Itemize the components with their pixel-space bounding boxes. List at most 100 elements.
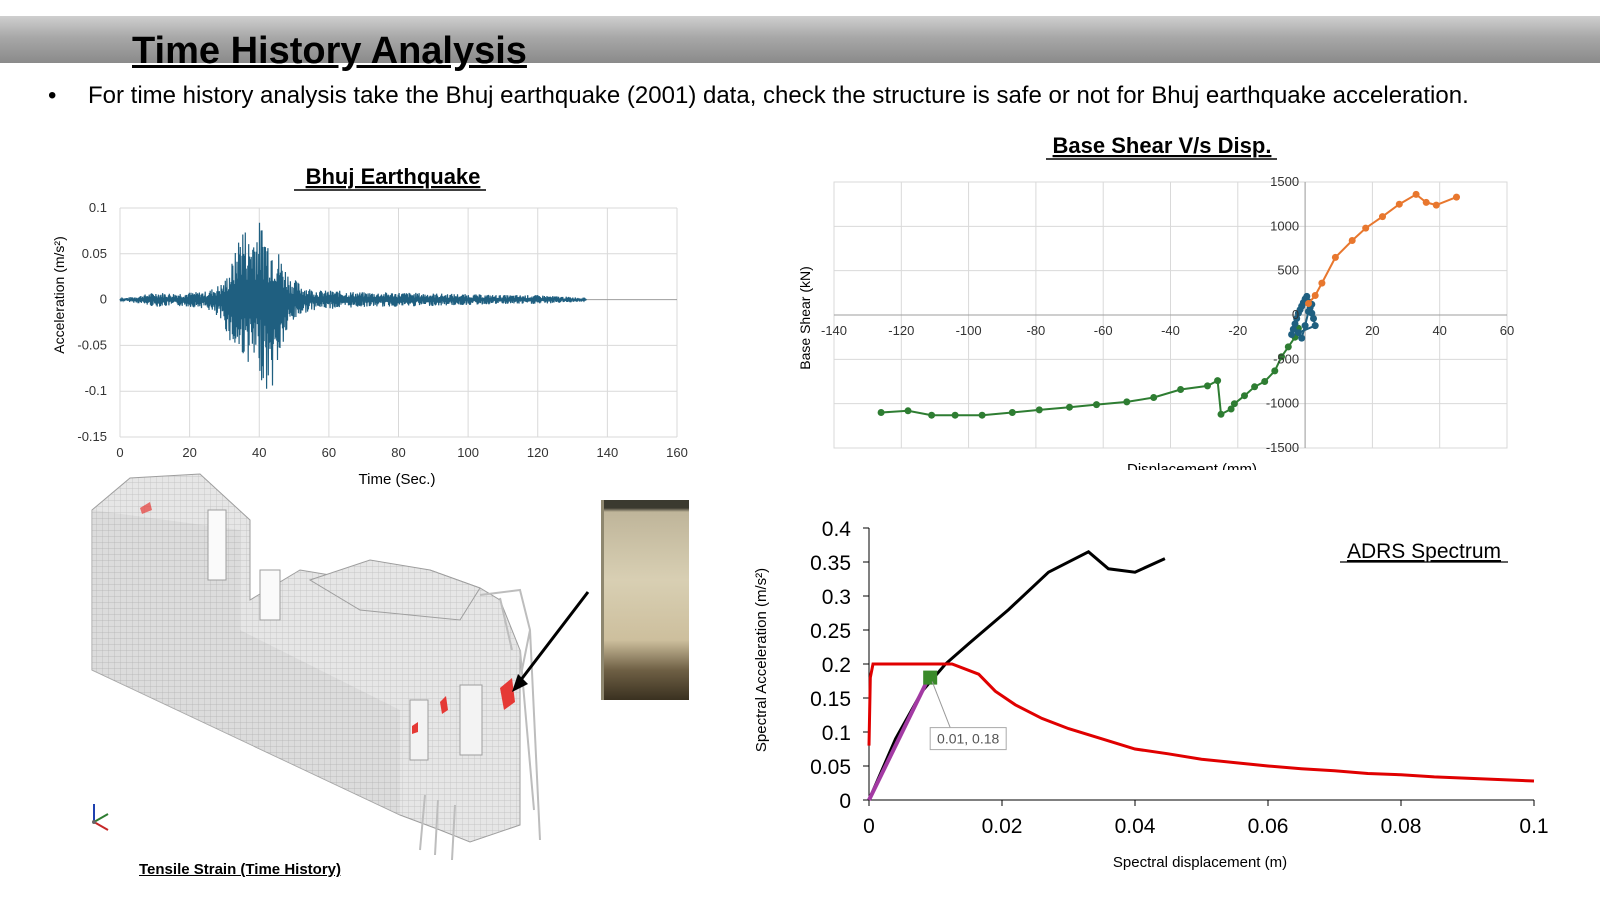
building-model-illustration: [91, 473, 590, 861]
x-tick-label: 0.06: [1248, 815, 1289, 838]
y-tick-label: 0.1: [822, 722, 851, 745]
y-tick-label: 500: [1277, 263, 1299, 278]
y-tick-label: 0.35: [810, 552, 851, 575]
y-tick-label: 0: [839, 790, 851, 813]
data-point: [1177, 386, 1185, 393]
callout-arrow: [515, 591, 590, 686]
data-point: [1150, 394, 1158, 401]
performance-point-annotation: 0.01, 0.18: [923, 670, 1007, 751]
x-tick-label: 0.02: [982, 815, 1023, 838]
data-point: [1305, 300, 1312, 307]
grid: [833, 181, 1508, 449]
building-mesh: [91, 473, 541, 861]
x-tick-label: 120: [527, 445, 549, 460]
strain-highlights: [140, 502, 515, 734]
x-tick-label: -140: [821, 323, 847, 338]
data-point: [1311, 322, 1319, 330]
chart-title: Base Shear V/s Disp.: [1053, 133, 1272, 158]
grid: [119, 207, 678, 438]
y-tick-label: 0.15: [810, 688, 851, 711]
bhuj-earthquake-chart: Bhuj Earthquake 0 20 40 60 80 100 120 140 160 0.1…: [51, 164, 688, 488]
data-point: [1362, 224, 1370, 232]
series-line: [867, 676, 931, 801]
x-tick-label: 100: [457, 445, 479, 460]
x-tick-label: 40: [1432, 323, 1446, 338]
y-tick-label: -0.05: [77, 337, 107, 352]
x-tick-label: 60: [322, 445, 336, 460]
y-tick-label: -0.15: [77, 429, 107, 444]
y-tick-label: 0: [1292, 307, 1299, 322]
data-point: [1298, 334, 1306, 342]
data-point: [1204, 382, 1211, 390]
tick-labels: -140 -120 -100 -80 -60 -40 -20 20 40 60 1500 1000 50…: [821, 174, 1514, 455]
data-point: [1093, 401, 1100, 409]
data-point: [1412, 190, 1420, 198]
data-point: [978, 411, 986, 419]
data-point: [904, 407, 912, 415]
data-point: [1331, 253, 1339, 261]
base-shear-chart: Base Shear V/s Disp. -140 -120 -100 -80 -60-…: [797, 133, 1514, 470]
y-tick-label: -500: [1273, 351, 1299, 366]
data-point: [1284, 343, 1292, 351]
y-tick-label: 1500: [1270, 174, 1299, 189]
annotation-box: [929, 727, 1007, 751]
x-tick-label: -80: [1027, 323, 1046, 338]
y-tick-label: 0.4: [822, 518, 852, 541]
data-point: [1432, 201, 1440, 209]
model-caption: Tensile Strain (Time History): [139, 861, 341, 878]
x-tick-label: 160: [666, 445, 688, 460]
y-tick-label: 0.3: [822, 586, 851, 609]
x-tick-label: -60: [1094, 323, 1113, 338]
x-tick-label: 0.1: [1519, 815, 1548, 838]
data-point: [1311, 292, 1319, 299]
y-tick-label: 0.2: [822, 654, 851, 677]
data-point: [1305, 308, 1312, 315]
adrs-spectrum-chart: 0 0.02 0.04 0.06 0.08 0.1 0.4 0.35 0.3 0.25 0.2 0.1…: [753, 518, 1549, 871]
data-point: [1035, 406, 1043, 414]
x-tick-label: 0.04: [1115, 815, 1156, 838]
y-axis-label: Base Shear (kN): [797, 266, 813, 369]
y-tick-label: 0.05: [810, 756, 851, 779]
tick-labels: 0 0.02 0.04 0.06 0.08 0.1 0.4 0.35 0.3 0.25 0.2 0.1…: [810, 518, 1548, 838]
x-tick-label: 20: [1365, 323, 1379, 338]
callout-arrowhead: [512, 674, 528, 692]
data-point: [1395, 200, 1403, 208]
title-bar: Time History Analysis: [0, 16, 1600, 72]
spectrum-series: [867, 550, 1535, 801]
x-tick-label: 80: [391, 445, 405, 460]
data-point: [1453, 193, 1460, 201]
series-line: [867, 550, 1166, 801]
data-point: [1230, 400, 1238, 408]
data-point: [1261, 378, 1269, 385]
x-tick-label: 0: [116, 445, 123, 460]
data-point: [928, 411, 936, 419]
y-tick-label: -1500: [1266, 440, 1299, 455]
slide-title: Time History Analysis: [132, 30, 527, 72]
bullet-text: For time history analysis take the Bhuj …: [88, 82, 1469, 109]
series-line: [1307, 193, 1457, 305]
x-tick-label: -20: [1228, 323, 1247, 338]
data-point: [1289, 325, 1297, 333]
data-point: [1310, 315, 1317, 322]
x-tick-label: 60: [1500, 323, 1514, 338]
data-point: [1217, 410, 1225, 418]
data-point: [1293, 315, 1301, 322]
data-point: [1214, 377, 1222, 385]
data-point: [1271, 367, 1279, 375]
y-tick-label: 0.1: [89, 200, 107, 215]
y-tick-label: 0.25: [810, 620, 851, 643]
data-point: [1123, 398, 1131, 406]
x-tick-label: 20: [182, 445, 196, 460]
chart-title: ADRS Spectrum: [1347, 540, 1501, 563]
acceleration-series: [119, 222, 587, 389]
performance-point-marker: [923, 670, 938, 685]
data-point: [1278, 353, 1285, 361]
x-tick-label: 140: [597, 445, 619, 460]
y-tick-label: 0.05: [82, 246, 107, 261]
y-tick-label: -0.1: [85, 383, 107, 398]
y-tick-label: -1000: [1266, 396, 1299, 411]
data-point: [877, 409, 885, 416]
data-point: [1303, 292, 1311, 300]
x-axis-label: Spectral displacement (m): [1113, 854, 1287, 871]
tick-labels: 0 20 40 60 80 100 120 140 160 0.1 0.05 0 -0.05 -0.1 -0…: [77, 200, 687, 460]
